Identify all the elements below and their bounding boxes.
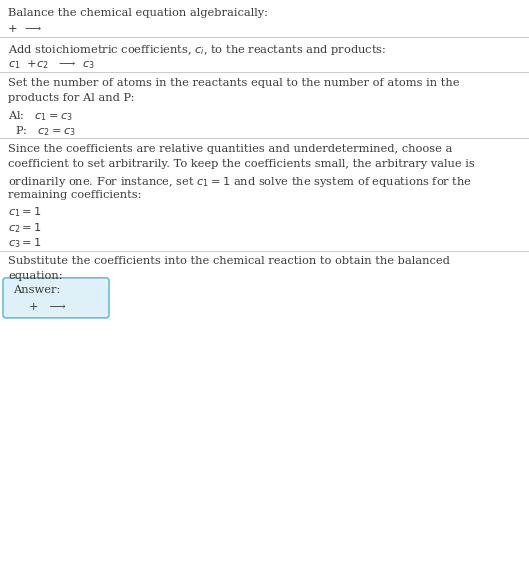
FancyBboxPatch shape [3, 278, 109, 318]
Text: Since the coefficients are relative quantities and underdetermined, choose a: Since the coefficients are relative quan… [8, 144, 452, 154]
Text: Al:   $c_1 = c_3$: Al: $c_1 = c_3$ [8, 109, 73, 123]
Text: equation:: equation: [8, 271, 62, 282]
Text: $c_1 = 1$: $c_1 = 1$ [8, 205, 42, 220]
Text: products for Al and P:: products for Al and P: [8, 93, 134, 103]
Text: P:   $c_2 = c_3$: P: $c_2 = c_3$ [8, 124, 76, 138]
Text: Add stoichiometric coefficients, $c_i$, to the reactants and products:: Add stoichiometric coefficients, $c_i$, … [8, 43, 386, 57]
Text: Balance the chemical equation algebraically:: Balance the chemical equation algebraica… [8, 8, 268, 18]
Text: ordinarily one. For instance, set $c_1 = 1$ and solve the system of equations fo: ordinarily one. For instance, set $c_1 =… [8, 175, 472, 189]
Text: $c_2 = 1$: $c_2 = 1$ [8, 221, 42, 235]
Text: +   ⟶: + ⟶ [18, 302, 66, 312]
Text: remaining coefficients:: remaining coefficients: [8, 190, 141, 200]
Text: $c_1$  +$c_2$   ⟶  $c_3$: $c_1$ +$c_2$ ⟶ $c_3$ [8, 59, 95, 71]
Text: coefficient to set arbitrarily. To keep the coefficients small, the arbitrary va: coefficient to set arbitrarily. To keep … [8, 159, 475, 169]
Text: Answer:: Answer: [13, 285, 60, 295]
Text: Set the number of atoms in the reactants equal to the number of atoms in the: Set the number of atoms in the reactants… [8, 78, 460, 88]
Text: $c_3 = 1$: $c_3 = 1$ [8, 236, 42, 251]
Text: Substitute the coefficients into the chemical reaction to obtain the balanced: Substitute the coefficients into the che… [8, 256, 450, 266]
Text: +  ⟶: + ⟶ [8, 24, 41, 34]
